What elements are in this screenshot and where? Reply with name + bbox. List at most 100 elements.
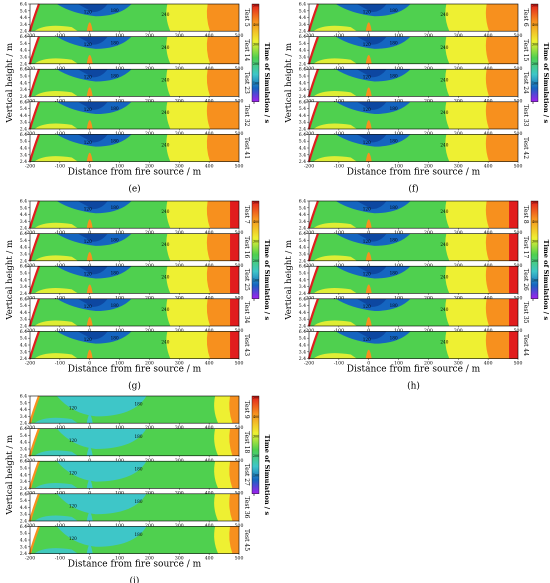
region-plume — [86, 284, 93, 294]
test-label: Test 15 — [522, 39, 529, 61]
x-tick-label: 400 — [484, 131, 493, 137]
x-tick-label: -100 — [55, 98, 65, 104]
x-tick-label: 500 — [514, 230, 523, 236]
x-tick-label: 500 — [235, 490, 244, 496]
x-tick-label: -100 — [55, 361, 65, 367]
region-orange — [485, 36, 518, 64]
y-tick-label: 5.4 — [20, 74, 27, 80]
region-lower-left — [313, 222, 357, 229]
contour-label: 120 — [363, 75, 371, 80]
y-tick-label: 4.4 — [20, 407, 27, 413]
x-tick-label: 0 — [88, 295, 91, 301]
y-tick-label: 6.4 — [20, 34, 27, 40]
region-deep-blue — [77, 331, 108, 340]
contour-label: 120 — [363, 239, 371, 244]
y-tick-label: 6.4 — [20, 231, 27, 237]
x-tick-label: -100 — [55, 523, 65, 529]
x-tick-label: 300 — [175, 458, 184, 464]
test-label: Test 6 — [522, 8, 529, 26]
colorbar-tick-label: 200 — [532, 62, 538, 66]
x-axis-label: Distance from fire source / m — [68, 560, 202, 570]
region-plume — [86, 251, 93, 261]
region-blank — [309, 201, 318, 229]
y-tick-label: 5.4 — [20, 498, 27, 504]
x-tick-label: -200 — [25, 295, 35, 301]
y-tick-label: 6.4 — [299, 231, 306, 237]
contour-label: 120 — [363, 9, 371, 14]
x-tick-label: 200 — [145, 361, 154, 367]
contour-label: 180 — [390, 41, 398, 46]
x-tick-label: 200 — [424, 361, 433, 367]
region-blank — [30, 69, 39, 97]
x-tick-label: 400 — [205, 33, 214, 39]
x-tick-label: 500 — [235, 523, 244, 529]
y-axis-label: Vertical height / m — [284, 240, 294, 321]
region-deep-blue — [77, 36, 108, 45]
y-axis-label: Vertical height / m — [5, 43, 15, 124]
x-tick-label: 100 — [394, 33, 403, 39]
region-lower-left — [34, 450, 78, 456]
y-tick-label: 6.4 — [299, 34, 306, 40]
y-tick-label: 3.4 — [20, 120, 27, 126]
contour-label: 120 — [84, 304, 92, 309]
contour-label: 240 — [161, 274, 169, 279]
y-tick-label: 3.4 — [20, 544, 27, 550]
region-blank — [309, 36, 318, 64]
subplot-2: 1201802406.45.44.43.42.4-200-10001002003… — [299, 231, 529, 269]
x-tick-label: -200 — [25, 263, 35, 269]
x-tick-label: 100 — [115, 458, 124, 464]
region-lower-left — [313, 90, 357, 97]
x-tick-label: 0 — [88, 458, 91, 464]
region-plume — [365, 251, 372, 261]
x-tick-label: 100 — [394, 98, 403, 104]
region-lower-left — [34, 123, 78, 129]
y-tick-label: 2.4 — [20, 159, 27, 165]
x-tick-label: 400 — [205, 230, 214, 236]
contour-label: 180 — [111, 270, 119, 275]
x-tick-label: 200 — [424, 295, 433, 301]
edge-left — [28, 233, 40, 262]
panel-3: 1201802406.45.44.43.42.4-200-10001002003… — [284, 199, 550, 392]
y-tick-label: 6.4 — [299, 67, 306, 73]
y-tick-label: 4.4 — [299, 80, 306, 86]
x-tick-label: -200 — [25, 164, 35, 170]
x-tick-label: -200 — [304, 361, 314, 367]
x-tick-label: 500 — [235, 425, 244, 431]
x-tick-label: 100 — [115, 361, 124, 367]
y-tick-label: 3.4 — [20, 55, 27, 61]
edge-left — [28, 68, 40, 97]
y-tick-label: 4.4 — [299, 212, 306, 218]
region-blank — [309, 101, 318, 129]
contour-label: 240 — [161, 77, 169, 82]
region-plume — [365, 317, 372, 326]
x-tick-label: 300 — [454, 295, 463, 301]
y-tick-label: 6.4 — [299, 199, 306, 205]
x-tick-label: 200 — [145, 230, 154, 236]
x-tick-label: 300 — [454, 33, 463, 39]
y-tick-label: 5.4 — [299, 271, 306, 277]
colorbar-tick-label: 400 — [253, 415, 259, 419]
region-red — [509, 298, 518, 326]
contour-label: 240 — [440, 45, 448, 50]
y-tick-label: 5.4 — [299, 106, 306, 112]
region-lower-left — [313, 255, 357, 261]
x-tick-label: -100 — [334, 33, 344, 39]
region-deep-blue — [77, 4, 108, 13]
y-tick-label: 3.4 — [20, 447, 27, 453]
contour-label: 120 — [69, 438, 77, 443]
y-tick-label: 5.4 — [20, 205, 27, 211]
test-label: Test 43 — [243, 334, 250, 356]
panel-1: 1201802406.45.44.43.42.4-200-10001002003… — [284, 2, 550, 195]
region-blank — [309, 4, 318, 32]
y-tick-label: 6.4 — [299, 329, 306, 335]
region-orange — [485, 69, 518, 97]
contour-label: 180 — [390, 270, 398, 275]
x-tick-label: 500 — [235, 230, 244, 236]
y-tick-label: 5.4 — [299, 303, 306, 309]
contour-label: 240 — [440, 340, 448, 345]
panel-label: (i) — [130, 576, 140, 583]
region-plume — [86, 219, 93, 229]
y-tick-label: 6.4 — [20, 67, 27, 73]
y-tick-label: 5.4 — [20, 400, 27, 406]
